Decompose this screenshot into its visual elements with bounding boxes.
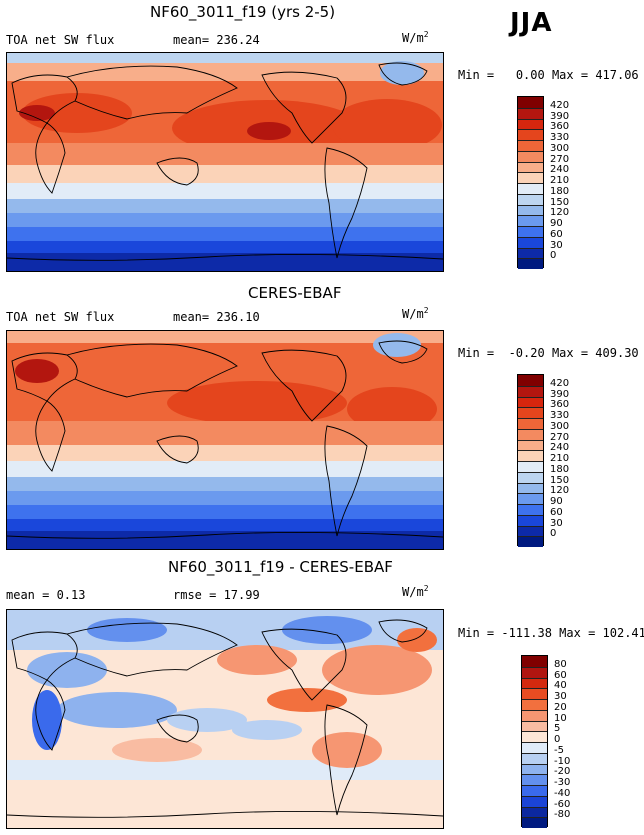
colorbar-tick-label: -30: [554, 777, 571, 788]
colorbar-tick-label: 210: [550, 175, 570, 186]
colorbar-tick-label: 90: [550, 496, 563, 507]
panel1-mean: mean= 236.24: [173, 33, 260, 47]
colorbar-tick-label: 300: [550, 420, 570, 432]
colorbar-tick-label: 60: [550, 506, 563, 518]
panel3-rmse: rmse = 17.99: [173, 588, 260, 602]
colorbar-tick-label: 0: [550, 250, 557, 262]
panel1-map-field: [7, 53, 443, 271]
colorbar-tick-label: 30: [550, 239, 563, 251]
panel3-units: W/m2: [402, 584, 429, 599]
panel1-min-max: Min = 0.00 Max = 417.06: [458, 68, 639, 82]
colorbar-tick-label: 90: [550, 218, 563, 229]
colorbar-tick-label: 360: [550, 121, 570, 133]
panel3-colorbar: [521, 655, 548, 828]
colorbar-tick-label: 360: [550, 399, 570, 411]
colorbar-tick-label: 390: [550, 110, 570, 122]
colorbar-tick-label: 210: [550, 453, 570, 464]
colorbar-tick-label: 330: [550, 410, 570, 421]
colorbar-tick-label: 300: [550, 142, 570, 154]
panel3-title: NF60_3011_f19 - CERES-EBAF: [168, 558, 393, 576]
colorbar-tick-label: -5: [554, 744, 564, 756]
panel1-colorbar: [517, 96, 544, 269]
colorbar-tick-label: 0: [554, 734, 561, 745]
panel2-units: W/m2: [402, 306, 429, 321]
panel1-variable-label: TOA net SW flux: [6, 33, 115, 47]
colorbar-tick-label: 270: [550, 431, 570, 443]
colorbar-tick-label: -60: [554, 798, 571, 810]
colorbar-tick-label: 40: [554, 680, 567, 692]
colorbar-tick-label: -80: [554, 809, 571, 821]
colorbar-tick-label: -40: [554, 787, 571, 799]
colorbar-tick-label: 0: [550, 528, 557, 540]
panel1-map: [6, 52, 444, 272]
colorbar-tick-label: 20: [554, 701, 567, 713]
panel2-mean: mean= 236.10: [173, 310, 260, 324]
colorbar-tick-label: 120: [550, 207, 570, 219]
colorbar-tick-label: 120: [550, 485, 570, 497]
panel2-map: [6, 330, 444, 550]
colorbar-tick-label: 150: [550, 474, 570, 486]
colorbar-tick-label: 330: [550, 132, 570, 143]
colorbar-tick-label: 180: [550, 185, 570, 197]
panel1-units: W/m2: [402, 30, 429, 45]
panel2-colorbar: [517, 374, 544, 547]
colorbar-tick-label: 30: [550, 517, 563, 529]
panel2-variable-label: TOA net SW flux: [6, 310, 115, 324]
season-label: JJA: [510, 8, 553, 38]
panel3-map: [6, 609, 444, 829]
colorbar-tick-label: 240: [550, 442, 570, 454]
panel3-mean: mean = 0.13: [6, 588, 86, 602]
colorbar-tick-label: 30: [554, 691, 567, 702]
panel2-map-field: [7, 331, 443, 549]
colorbar-tick-label: 10: [554, 712, 567, 724]
colorbar-tick-label: 390: [550, 388, 570, 400]
panel3-min-max: Min = -111.38 Max = 102.41: [458, 626, 644, 640]
colorbar-tick-label: 150: [550, 196, 570, 208]
colorbar-tick-label: -10: [554, 755, 571, 767]
colorbar-tick-label: 180: [550, 463, 570, 475]
colorbar-tick-label: 270: [550, 153, 570, 165]
colorbar-tick-label: 80: [554, 658, 567, 670]
panel2-min-max: Min = -0.20 Max = 409.30: [458, 346, 639, 360]
panel3-map-field: [7, 610, 443, 828]
colorbar-tick-label: 420: [550, 377, 570, 389]
colorbar-tick-label: -20: [554, 766, 571, 778]
colorbar-tick-label: 60: [550, 228, 563, 240]
colorbar-tick-label: 60: [554, 669, 567, 681]
colorbar-tick-label: 240: [550, 164, 570, 176]
panel2-title: CERES-EBAF: [248, 284, 342, 302]
colorbar-tick-label: 420: [550, 99, 570, 111]
colorbar-tick-label: 5: [554, 723, 561, 735]
panel1-title: NF60_3011_f19 (yrs 2-5): [150, 3, 336, 21]
